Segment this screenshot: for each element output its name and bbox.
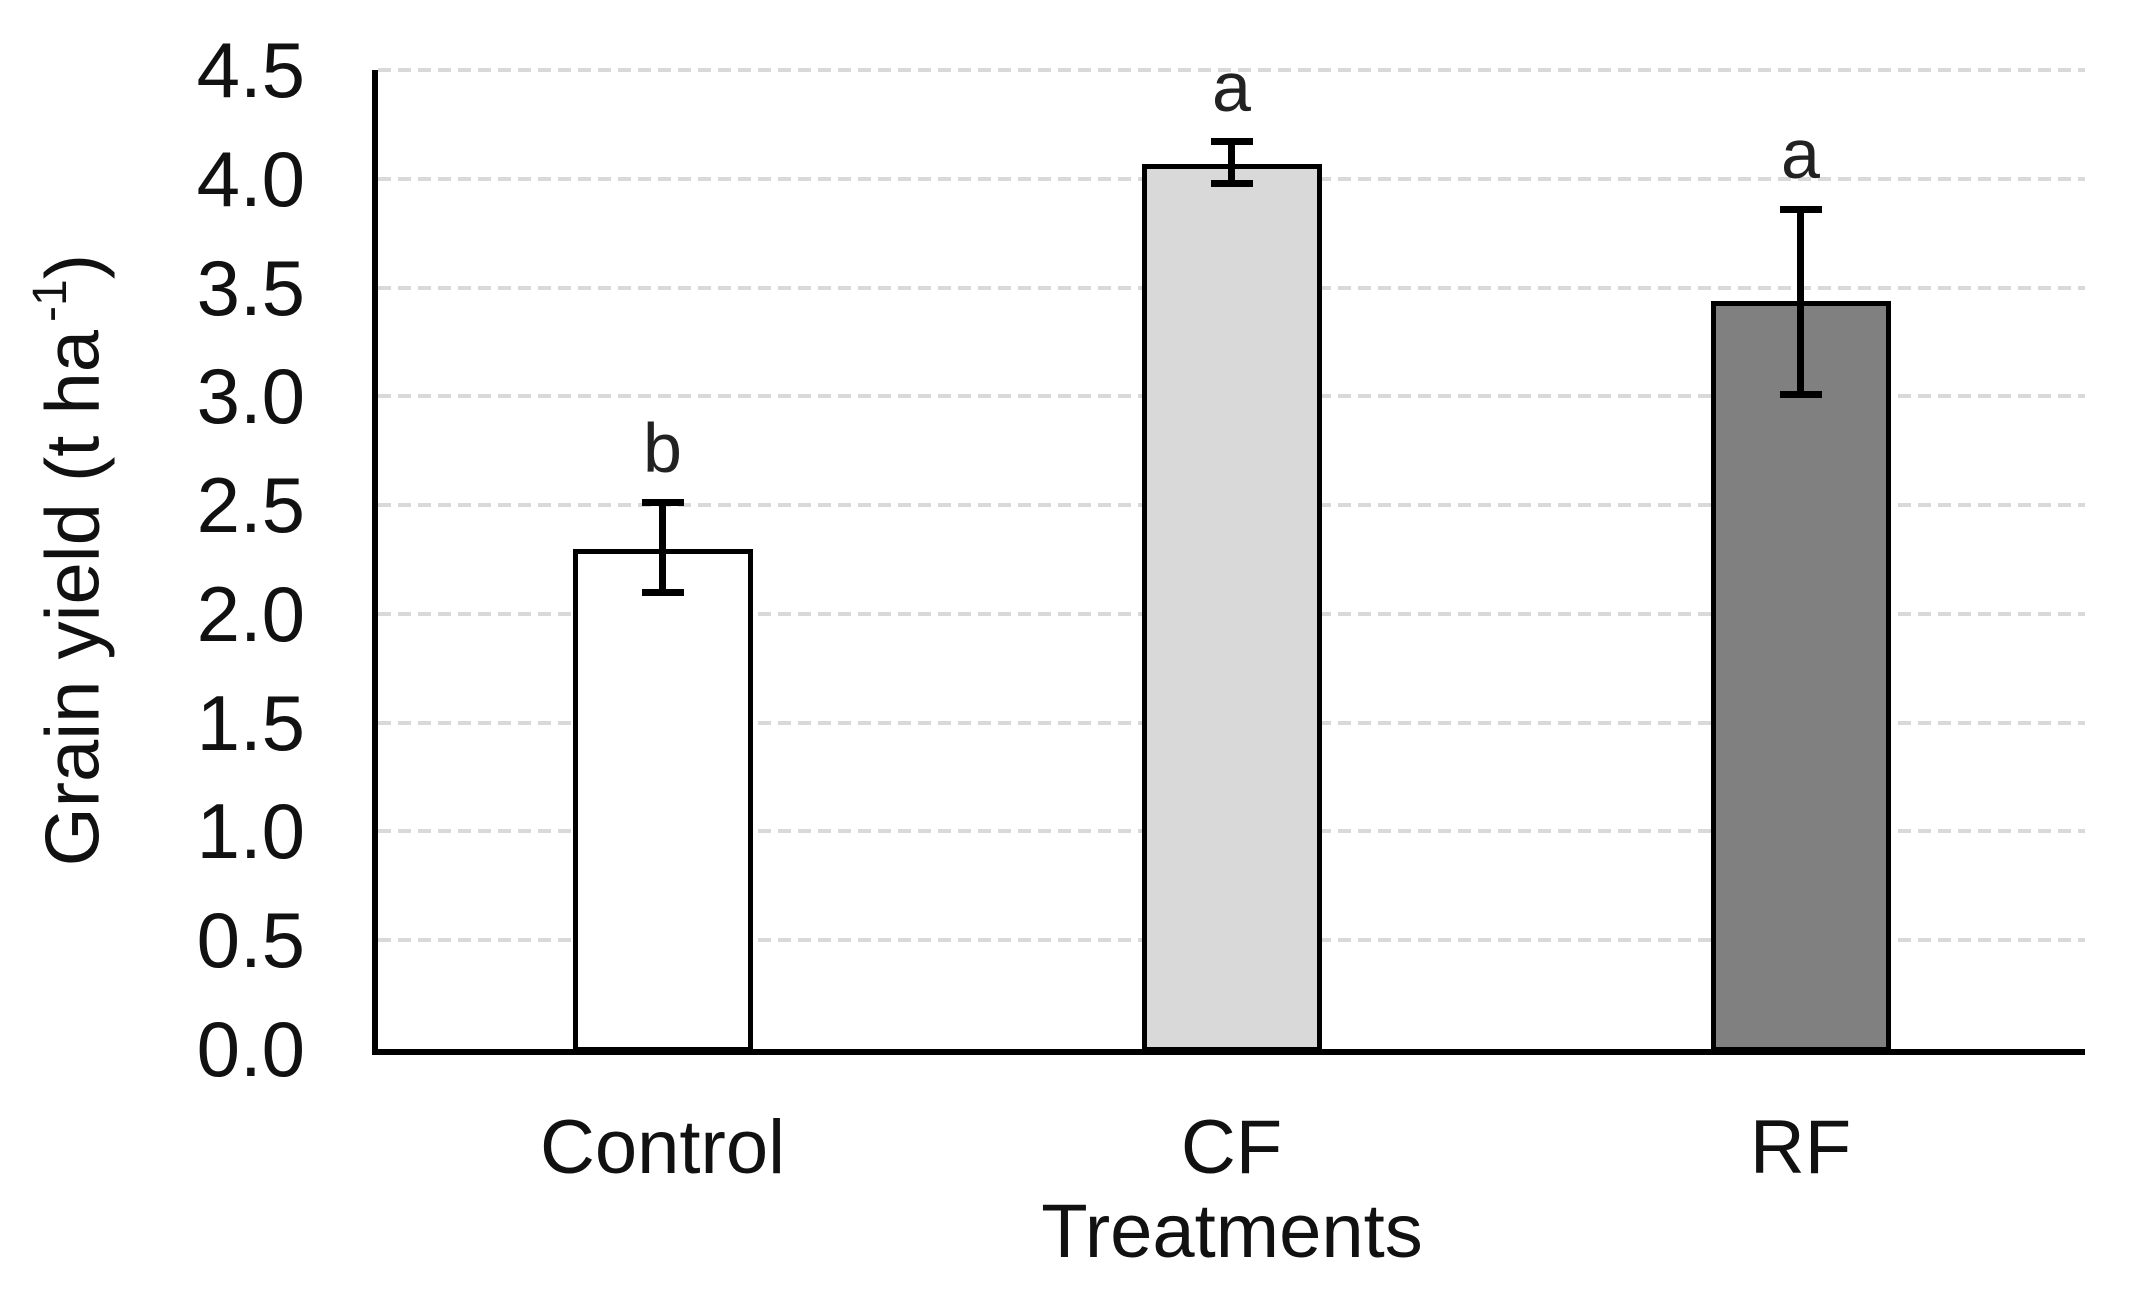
bar-control (572, 548, 753, 1052)
bar-cf (1141, 163, 1322, 1052)
significance-letter-control: b (643, 408, 682, 487)
y-tick-label-4.0: 4.0 (196, 134, 305, 223)
gridline-4.5 (378, 68, 2085, 72)
error-bar-stem (1228, 141, 1235, 184)
error-bar-stem (659, 502, 666, 593)
y-tick-label-4.5: 4.5 (196, 26, 305, 114)
y-tick-label-0.0: 0.0 (196, 1005, 305, 1093)
category-label-cf: CF (1180, 1105, 1283, 1190)
error-bar-bottom-cap (1779, 390, 1822, 398)
y-tick-label-2.5: 2.5 (196, 461, 305, 550)
category-label-control: Control (540, 1105, 785, 1190)
significance-letter-cf: a (1212, 47, 1251, 126)
bar-rf (1710, 300, 1891, 1052)
y-tick-label-1.5: 1.5 (196, 678, 305, 767)
error-bar-top-cap (1210, 138, 1253, 146)
y-tick-label-1.0: 1.0 (196, 787, 305, 876)
error-bar-top-cap (641, 499, 684, 507)
y-tick-label-0.5: 0.5 (196, 896, 305, 985)
y-axis-line (372, 70, 378, 1055)
x-axis-title: Treatments (1041, 1189, 1423, 1274)
y-tick-label-3.5: 3.5 (196, 243, 305, 332)
y-tick-label-2.0: 2.0 (196, 569, 305, 658)
x-axis-line (372, 1049, 2085, 1055)
error-bar-stem (1797, 209, 1804, 395)
y-axis-title-text: Grain yield (t ha-1) (17, 254, 115, 866)
category-label-rf: RF (1749, 1105, 1852, 1190)
error-bar-bottom-cap (641, 588, 684, 596)
y-tick-label-3.0: 3.0 (196, 352, 305, 441)
error-bar-top-cap (1779, 205, 1822, 213)
significance-letter-rf: a (1781, 115, 1820, 194)
error-bar-bottom-cap (1210, 179, 1253, 187)
